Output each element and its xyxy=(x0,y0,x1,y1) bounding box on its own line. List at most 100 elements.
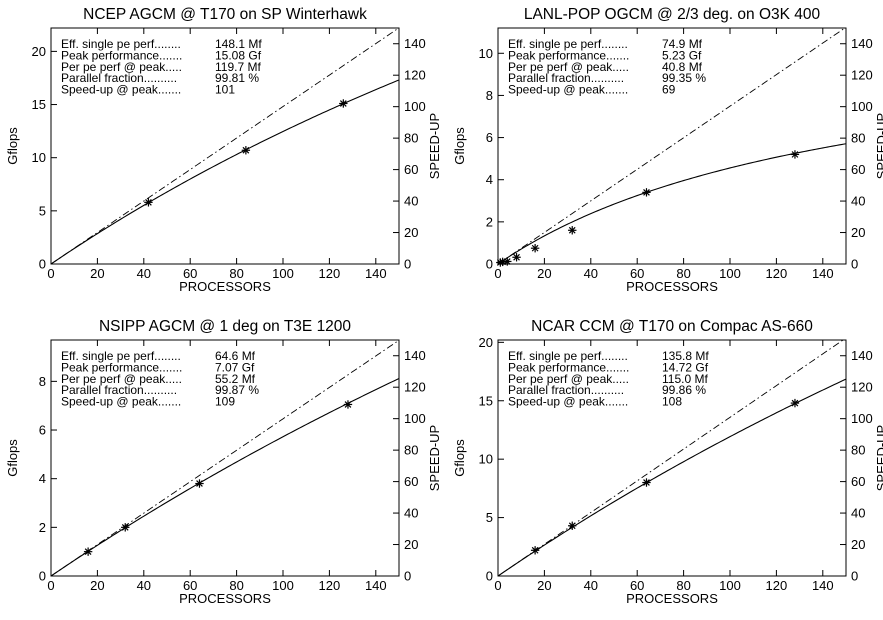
stat-value: 5.23 Gf xyxy=(662,48,702,62)
y2-tick-label: 20 xyxy=(851,225,865,240)
stat-value: 109 xyxy=(215,395,235,409)
data-point xyxy=(83,547,93,556)
ideal-speedup-line xyxy=(51,28,399,264)
y2-tick-label: 120 xyxy=(404,380,426,395)
data-point xyxy=(121,523,130,532)
x-tick-label: 20 xyxy=(90,578,104,593)
stat-label: Speed-up @ peak....... xyxy=(61,395,181,409)
y2-tick-label: 140 xyxy=(404,36,426,51)
y2-tick-label: 20 xyxy=(404,537,418,552)
x-tick-label: 0 xyxy=(47,578,54,593)
chart-title: LANL-POP OGCM @ 2/3 deg. on O3K 400 xyxy=(524,6,821,23)
y-tick-label: 5 xyxy=(486,510,493,525)
y2-tick-label: 0 xyxy=(851,257,858,272)
y-tick-label: 8 xyxy=(39,374,46,389)
y2-tick-label: 40 xyxy=(404,194,418,209)
x-tick-label: 40 xyxy=(137,266,151,281)
x-tick-label: 100 xyxy=(719,578,741,593)
x-tick-label: 100 xyxy=(272,578,294,593)
stat-value: 55.2 Mf xyxy=(215,372,256,386)
y-tick-label: 15 xyxy=(479,393,493,408)
curves xyxy=(498,340,846,576)
x-axis-label: PROCESSORS xyxy=(179,279,271,294)
y-tick-label: 8 xyxy=(486,88,493,103)
x-tick-label: 140 xyxy=(812,578,834,593)
x-tick-label: 80 xyxy=(229,266,243,281)
x-axis-label: PROCESSORS xyxy=(626,279,718,294)
y-tick-label: 20 xyxy=(32,44,46,59)
x-tick-label: 40 xyxy=(584,266,598,281)
stat-value: 99.35 % xyxy=(662,71,706,85)
stat-label: Per pe perf @ peak..... xyxy=(61,372,182,386)
y-tick-label: 5 xyxy=(39,203,46,218)
stat-value: 119.7 Mf xyxy=(215,60,261,74)
stat-label: Per pe perf @ peak..... xyxy=(61,60,182,74)
y2-tick-label: 0 xyxy=(851,569,858,584)
y2-tick-label: 40 xyxy=(851,506,865,521)
x-tick-label: 20 xyxy=(537,266,551,281)
stat-label: Eff. single pe perf........ xyxy=(508,349,628,363)
x-axis-label: PROCESSORS xyxy=(626,591,718,606)
y2-tick-label: 100 xyxy=(404,411,426,426)
y2-tick-label: 0 xyxy=(404,257,411,272)
y2-tick-label: 100 xyxy=(851,411,873,426)
y2-tick-label: 80 xyxy=(404,131,418,146)
x-tick-label: 60 xyxy=(183,266,197,281)
x-tick-label: 140 xyxy=(365,266,387,281)
x-tick-label: 120 xyxy=(766,578,788,593)
curves xyxy=(498,28,846,264)
chart-title: NCAR CCM @ T170 on Compac AS-660 xyxy=(531,318,813,335)
y2-tick-label: 20 xyxy=(851,537,865,552)
data-point xyxy=(642,188,651,197)
data-point xyxy=(343,400,353,409)
x-axis-label: PROCESSORS xyxy=(179,591,271,606)
y2-tick-label: 40 xyxy=(851,194,865,209)
amdahl-fit-curve xyxy=(498,143,846,264)
y2-tick-label: 140 xyxy=(404,348,426,363)
y2-tick-label: 140 xyxy=(851,36,873,51)
stat-label: Peak performance....... xyxy=(508,360,629,374)
y2-tick-label: 60 xyxy=(851,474,865,489)
data-point xyxy=(530,546,540,555)
y2-tick-label: 20 xyxy=(404,225,418,240)
ideal-speedup-line xyxy=(498,28,846,264)
y-axis-label: Gflops xyxy=(5,127,20,165)
stat-value: 99.87 % xyxy=(215,383,259,397)
data-point xyxy=(568,521,577,530)
stat-value: 40.8 Mf xyxy=(662,60,703,74)
x-tick-label: 80 xyxy=(676,266,690,281)
data-point xyxy=(568,226,577,235)
x-tick-label: 100 xyxy=(719,266,741,281)
y2-tick-label: 140 xyxy=(851,348,873,363)
amdahl-fit-curve xyxy=(51,79,399,264)
stat-value: 14.72 Gf xyxy=(662,360,709,374)
x-tick-label: 140 xyxy=(365,578,387,593)
stat-value: 108 xyxy=(662,395,682,409)
stat-value: 99.86 % xyxy=(662,383,706,397)
stat-label: Peak performance....... xyxy=(508,48,629,62)
stat-value: 69 xyxy=(662,83,676,97)
stat-label: Eff. single pe perf........ xyxy=(61,37,181,51)
x-tick-label: 140 xyxy=(812,266,834,281)
y-tick-label: 10 xyxy=(479,452,493,467)
data-point xyxy=(790,150,800,159)
y-tick-label: 6 xyxy=(39,423,46,438)
plot-frame xyxy=(497,27,847,265)
data-point xyxy=(144,198,153,207)
stat-label: Eff. single pe perf........ xyxy=(508,37,628,51)
chart-title: NSIPP AGCM @ 1 deg on T3E 1200 xyxy=(99,318,351,335)
y2-tick-label: 120 xyxy=(851,68,873,83)
stat-value: 101 xyxy=(215,83,235,97)
x-tick-label: 40 xyxy=(137,578,151,593)
x-tick-label: 0 xyxy=(494,578,501,593)
stat-value: 148.1 Mf xyxy=(215,37,262,51)
stat-label: Eff. single pe perf........ xyxy=(61,349,181,363)
x-tick-label: 120 xyxy=(319,578,341,593)
stat-label: Per pe perf @ peak..... xyxy=(508,372,629,386)
stat-value: 74.9 Mf xyxy=(662,37,703,51)
data-point xyxy=(195,479,204,488)
y-axis-label: Gflops xyxy=(452,439,467,477)
y2-tick-label: 120 xyxy=(851,380,873,395)
y-tick-label: 15 xyxy=(32,97,46,112)
